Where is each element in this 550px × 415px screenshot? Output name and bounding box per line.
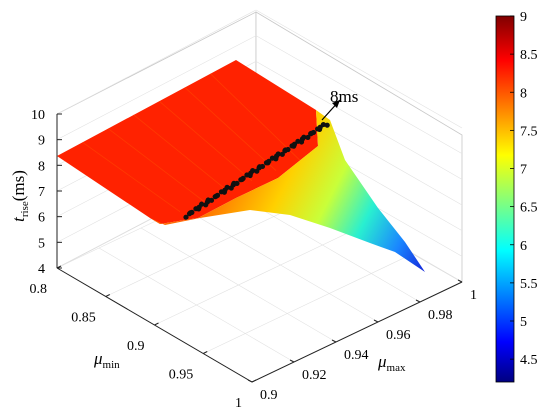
- contour-point: [189, 209, 195, 215]
- x-tick-label: 0.9: [127, 339, 145, 354]
- colorbar-tick-label: 8.5: [520, 48, 538, 63]
- y-tick-label: 0.98: [428, 308, 453, 323]
- colorbar-tick-label: 7.5: [520, 124, 538, 139]
- z-tick-label: 8: [38, 159, 45, 174]
- z-tick-label: 9: [38, 134, 45, 149]
- contour-point: [198, 201, 205, 207]
- y-axis-label: μmax: [377, 352, 406, 374]
- x-tick-mark: [251, 379, 257, 383]
- colorbar-tick-label: 5: [520, 315, 527, 330]
- x-tick-label: 0.95: [169, 368, 194, 383]
- y-tick-label: 0.92: [302, 368, 327, 383]
- contour-point: [214, 192, 221, 198]
- colorbar-tick-label: 6: [520, 239, 527, 254]
- contour-point: [291, 141, 298, 147]
- z-tick-label: 6: [38, 211, 45, 226]
- contour-point: [275, 151, 281, 157]
- contour-point: [183, 214, 189, 220]
- y-tick-mark: [331, 339, 337, 343]
- z-tick-label: 4: [38, 262, 45, 277]
- x-tick-mark: [203, 351, 208, 354]
- z-axis-label: trise(ms): [9, 170, 31, 222]
- x-tick-label: 0.8: [30, 282, 48, 297]
- colorbar-tick-label: 7: [520, 163, 527, 178]
- x-tick-label: 0.85: [71, 311, 96, 326]
- x-tick-mark: [154, 322, 159, 326]
- colorbar-tick-label: 8: [520, 86, 527, 101]
- x-tick-mark: [56, 265, 62, 269]
- y-axis-line: [251, 281, 463, 383]
- contour-point: [279, 151, 285, 157]
- contour-point: [259, 163, 266, 170]
- surface-gradient-region: [150, 110, 425, 272]
- colorbar-tick-label: 9: [520, 10, 527, 25]
- surface: [57, 60, 425, 272]
- colorbar-gradient: [495, 15, 515, 383]
- x-axis-label: μmin: [93, 349, 120, 371]
- surface-top-band: [57, 60, 318, 224]
- z-tick-label: 10: [31, 108, 45, 123]
- y-tick-label: 0.96: [386, 328, 411, 343]
- x-tick-label: 1: [235, 396, 242, 411]
- y-tick-label: 0.9: [260, 388, 278, 403]
- z-tick-label: 7: [38, 185, 45, 200]
- contour-point: [310, 129, 317, 136]
- y-tick-mark: [247, 379, 253, 383]
- contour-point: [285, 146, 291, 153]
- contour-point: [266, 158, 272, 164]
- contour-8ms: [183, 121, 330, 220]
- contour-point: [301, 134, 307, 140]
- y-tick-mark: [415, 299, 421, 303]
- contour-point: [305, 134, 311, 141]
- colorbar-tick-label: 6.5: [520, 201, 538, 216]
- annotation-label: 8ms: [330, 87, 358, 106]
- y-tick-mark: [289, 359, 295, 363]
- contour-point: [234, 180, 240, 187]
- colorbar-tick-label: 5.5: [520, 277, 538, 292]
- y-tick-label: 1: [470, 288, 477, 303]
- z-tick-label: 5: [38, 236, 45, 251]
- annotation-8ms: 8ms: [321, 87, 358, 121]
- contour-point: [208, 197, 215, 203]
- y-tick-label: 0.94: [344, 348, 369, 363]
- contour-point: [240, 175, 246, 181]
- contour-point: [224, 184, 230, 190]
- colorbar: 4.5 5 5.5 6 6.5 7 7.5 8 8.5 9: [495, 10, 538, 383]
- x-tick-mark: [105, 294, 110, 297]
- contour-point: [250, 168, 256, 174]
- contour-point: [324, 122, 330, 128]
- colorbar-tick-label: 4.5: [520, 353, 538, 368]
- y-tick-mark: [457, 279, 463, 283]
- y-tick-mark: [373, 319, 379, 323]
